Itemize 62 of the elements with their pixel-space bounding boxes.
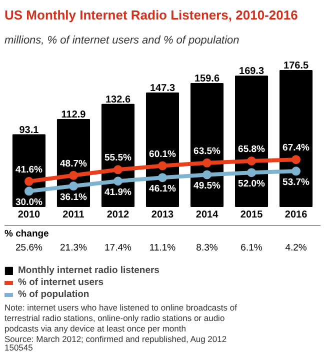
- text: 6.1%: [240, 242, 263, 254]
- x-tick-label: 2013: [151, 210, 174, 220]
- point: [292, 166, 301, 176]
- data-label: 67.4%: [282, 142, 310, 154]
- x-tick-label: 2011: [62, 210, 85, 220]
- text: 11.1%: [149, 242, 176, 254]
- data-label: 55.5%: [104, 152, 132, 164]
- x-tick-label: 2010: [18, 210, 41, 220]
- chart-subtitle: millions, % of internet users and % of population: [4, 34, 240, 46]
- chart-title: US Monthly Internet Radio Listeners, 2010-2016: [4, 8, 298, 22]
- x-tick-label: 2015: [240, 210, 264, 220]
- x-tick-label: 2014: [196, 210, 219, 220]
- bar: [280, 70, 313, 207]
- text: 21.3%: [60, 242, 88, 254]
- data-label: 41.9%: [104, 187, 132, 198]
- legend-label: % of internet users: [18, 277, 104, 288]
- text: % change: [4, 228, 49, 240]
- data-label: 169.3: [239, 66, 264, 78]
- data-label: 132.6: [105, 94, 131, 106]
- point: [202, 158, 212, 168]
- data-label: 49.5%: [194, 180, 222, 192]
- point: [113, 176, 122, 186]
- data-label: 93.1: [19, 124, 40, 136]
- data-label: 176.5: [284, 60, 309, 72]
- source-note: Source: March 2012; confirmed and republished, Aug 2012: [4, 334, 227, 344]
- bar: [190, 83, 224, 207]
- point: [68, 170, 78, 180]
- data-label: 53.7%: [282, 177, 310, 188]
- text: 150545: [4, 342, 34, 352]
- bar: [234, 76, 268, 207]
- point: [68, 182, 78, 191]
- data-label: 112.9: [61, 110, 86, 121]
- text: 25.6%: [16, 242, 43, 254]
- data-label: 48.7%: [60, 158, 88, 170]
- data-label: 41.6%: [16, 164, 43, 176]
- point: [113, 165, 122, 174]
- point: [158, 173, 167, 182]
- point: [202, 170, 212, 180]
- data-label: 65.8%: [238, 144, 266, 155]
- x-tick-label: 2012: [106, 210, 130, 220]
- bar: [146, 92, 180, 207]
- text: 4.2%: [285, 242, 308, 254]
- data-label: 30.0%: [16, 197, 43, 208]
- data-label: 36.1%: [60, 192, 88, 204]
- legend-label: % of population: [18, 289, 90, 300]
- data-label: 60.1%: [149, 148, 177, 160]
- text: 17.4%: [104, 242, 132, 254]
- data-label: 46.1%: [149, 184, 177, 195]
- data-label: 147.3: [150, 83, 176, 94]
- point: [24, 186, 34, 196]
- text: 8.3%: [196, 242, 218, 254]
- point: [247, 156, 256, 166]
- text: Note: internet users who have listened to online broadcasts of terrestrial radio stations, online-only radio stations or audio podcasts via any device at least once per month: [4, 302, 238, 334]
- legend-label: Monthly internet radio listeners: [18, 265, 160, 276]
- point: [292, 155, 301, 164]
- point: [247, 168, 256, 178]
- data-label: 63.5%: [194, 146, 222, 157]
- point: [158, 161, 167, 170]
- data-label: 159.6: [194, 74, 220, 85]
- data-label: 52.0%: [238, 178, 266, 190]
- x-tick-label: 2016: [284, 210, 308, 220]
- point: [24, 176, 34, 186]
